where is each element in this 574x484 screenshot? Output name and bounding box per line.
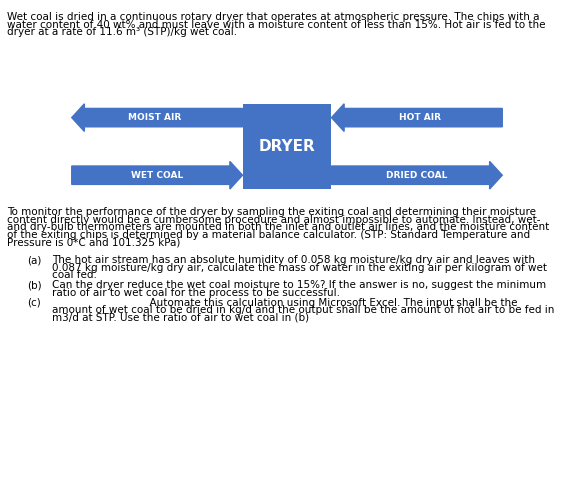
Text: MOIST AIR: MOIST AIR	[127, 113, 181, 122]
FancyArrow shape	[332, 104, 502, 131]
FancyArrow shape	[72, 161, 242, 189]
Text: amount of wet coal to be dried in kg/d and the output shall be the amount of hot: amount of wet coal to be dried in kg/d a…	[52, 305, 554, 315]
Text: ratio of air to wet coal for the process to be successful.: ratio of air to wet coal for the process…	[52, 287, 340, 298]
Text: To monitor the performance of the dryer by sampling the exiting coal and determi: To monitor the performance of the dryer …	[7, 207, 537, 217]
Text: WET COAL: WET COAL	[131, 171, 183, 180]
Text: The hot air stream has an absolute humidity of 0.058 kg moisture/kg dry air and : The hot air stream has an absolute humid…	[52, 255, 534, 265]
FancyArrow shape	[72, 104, 242, 131]
Text: (a): (a)	[28, 255, 42, 265]
FancyArrow shape	[332, 161, 502, 189]
Text: coal fed.: coal fed.	[52, 270, 96, 280]
Text: DRIED COAL: DRIED COAL	[386, 171, 448, 180]
Text: content directly would be a cumbersome procedure and almost impossible to automa: content directly would be a cumbersome p…	[7, 214, 541, 225]
Bar	[242, 104, 332, 189]
Text: 0.087 kg moisture/kg dry air, calculate the mass of water in the exiting air per: 0.087 kg moisture/kg dry air, calculate …	[52, 263, 546, 273]
Text: m3/d at STP. Use the ratio of air to wet coal in (b): m3/d at STP. Use the ratio of air to wet…	[52, 313, 309, 323]
Text: water content of 40 wt% and must leave with a moisture content of less than 15%.: water content of 40 wt% and must leave w…	[7, 19, 546, 30]
Text: Automate this calculation using Microsoft Excel. The input shall be the: Automate this calculation using Microsof…	[52, 298, 517, 308]
Text: (b): (b)	[28, 280, 42, 290]
Text: dryer at a rate of 11.6 m³ (STP)/kg wet coal.: dryer at a rate of 11.6 m³ (STP)/kg wet …	[7, 27, 238, 37]
Text: DRYER: DRYER	[259, 139, 315, 154]
Text: and dry-bulb thermometers are mounted in both the inlet and outlet air lines, an: and dry-bulb thermometers are mounted in…	[7, 222, 550, 232]
Text: Wet coal is dried in a continuous rotary dryer that operates at atmospheric pres: Wet coal is dried in a continuous rotary…	[7, 12, 540, 22]
Text: (c): (c)	[28, 298, 41, 308]
Text: Can the dryer reduce the wet coal moisture to 15%? If the answer is no, suggest : Can the dryer reduce the wet coal moistu…	[52, 280, 546, 290]
Text: Pressure is 0*C and 101.325 kPa): Pressure is 0*C and 101.325 kPa)	[7, 237, 181, 247]
Text: HOT AIR: HOT AIR	[399, 113, 441, 122]
Text: of the exiting chips is determined by a material balance calculator. (STP: Stand: of the exiting chips is determined by a …	[7, 229, 530, 240]
